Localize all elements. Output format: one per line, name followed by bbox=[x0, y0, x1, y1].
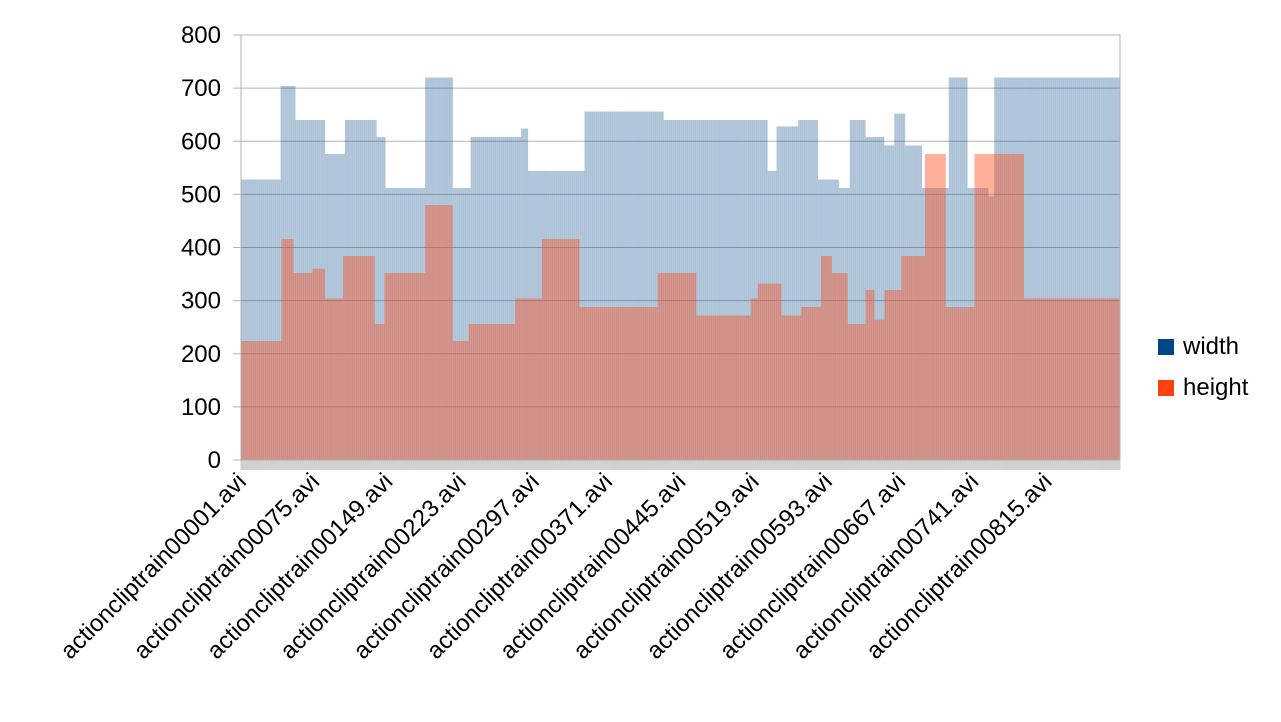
bar-width bbox=[905, 145, 923, 460]
y-tick-label: 100 bbox=[181, 394, 221, 421]
bar-height bbox=[374, 324, 385, 460]
bar-width bbox=[344, 120, 377, 460]
bar-height bbox=[579, 307, 658, 460]
bar-width bbox=[988, 196, 995, 460]
legend-label-height: height bbox=[1183, 373, 1249, 401]
bar-height bbox=[801, 307, 822, 460]
bar-width bbox=[884, 145, 895, 460]
bar-height bbox=[865, 290, 875, 460]
bar-width bbox=[584, 111, 664, 460]
bar-width bbox=[798, 120, 819, 460]
bar-width bbox=[994, 77, 1120, 460]
bar-width bbox=[425, 77, 453, 460]
legend-swatch-width bbox=[1158, 338, 1174, 355]
bar-height bbox=[821, 256, 832, 460]
bar-width bbox=[818, 179, 839, 460]
y-tick-label: 800 bbox=[181, 22, 221, 49]
bar-width bbox=[922, 188, 949, 460]
bar-height bbox=[312, 268, 326, 460]
bar-height bbox=[657, 273, 697, 460]
bar-texture bbox=[241, 77, 1119, 460]
bar-width bbox=[376, 137, 386, 460]
y-tick-label: 400 bbox=[181, 235, 221, 262]
bar-height bbox=[342, 256, 375, 460]
bar-height bbox=[945, 307, 975, 460]
bar-height bbox=[884, 290, 902, 460]
y-tick-label: 200 bbox=[181, 341, 221, 368]
bar-width bbox=[241, 179, 281, 460]
bar-height bbox=[924, 154, 946, 460]
bar-width bbox=[385, 188, 426, 460]
y-tick-label: 0 bbox=[208, 447, 221, 474]
legend: width height bbox=[1158, 326, 1248, 408]
bar-height bbox=[1023, 298, 1120, 460]
bar-width bbox=[452, 188, 471, 460]
bar-height bbox=[874, 319, 885, 460]
bar-height bbox=[293, 273, 313, 460]
bar-width bbox=[470, 137, 522, 460]
x-ticks bbox=[240, 460, 1121, 470]
y-tick-label: 500 bbox=[181, 181, 221, 208]
bar-width bbox=[528, 171, 585, 460]
bar-width bbox=[663, 120, 768, 460]
bar-width bbox=[838, 188, 850, 460]
bar-height bbox=[847, 324, 866, 460]
bar-width bbox=[521, 128, 529, 460]
bar-width bbox=[325, 154, 345, 460]
bar-height bbox=[781, 315, 802, 460]
bar-height bbox=[425, 205, 453, 460]
bar-width bbox=[767, 171, 777, 460]
bar-width bbox=[776, 126, 799, 460]
bar-height bbox=[901, 256, 925, 460]
bar-width bbox=[894, 113, 906, 460]
legend-item-width: width bbox=[1158, 326, 1248, 367]
bar-height bbox=[831, 273, 848, 460]
bar-height bbox=[241, 341, 282, 460]
y-tick-label: 300 bbox=[181, 288, 221, 315]
bar-width bbox=[967, 188, 989, 460]
bar-width bbox=[865, 137, 885, 460]
y-tick-label: 600 bbox=[181, 128, 221, 155]
bar-height bbox=[757, 283, 782, 460]
bar-width bbox=[295, 120, 326, 460]
bar-height bbox=[974, 154, 1024, 460]
legend-swatch-height bbox=[1158, 379, 1174, 396]
bar-height bbox=[325, 298, 343, 460]
bar-height bbox=[384, 273, 426, 460]
bar-height bbox=[452, 341, 469, 460]
legend-item-height: height bbox=[1158, 367, 1248, 408]
y-tick-label: 700 bbox=[181, 75, 221, 102]
legend-label-width: width bbox=[1183, 332, 1240, 360]
bar-width bbox=[280, 86, 296, 460]
bar-height bbox=[281, 239, 294, 460]
bar-height bbox=[468, 324, 516, 460]
bar-width bbox=[849, 120, 866, 460]
bar-width bbox=[948, 77, 968, 460]
bar-height bbox=[515, 298, 542, 460]
bar-height bbox=[696, 315, 751, 460]
bar-height bbox=[750, 298, 758, 460]
bar-height bbox=[541, 239, 580, 460]
